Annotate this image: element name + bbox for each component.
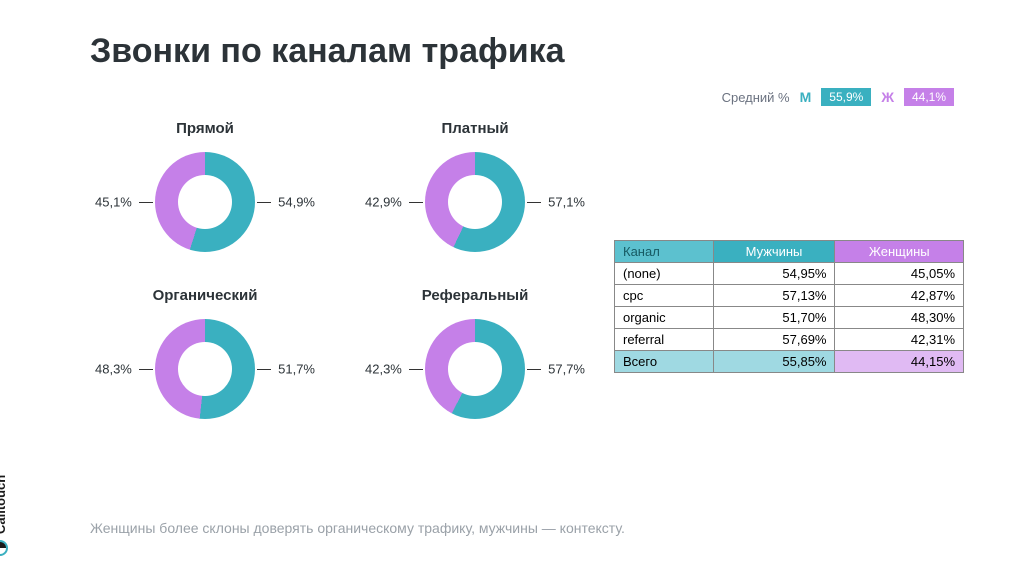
legend-female-letter: Ж <box>881 89 894 105</box>
charts-grid: Прямой 45,1% 54,9% Платный 42,9% 57,1% О… <box>80 120 600 424</box>
page-title: Звонки по каналам трафика <box>90 32 565 71</box>
brand-icon <box>0 540 8 556</box>
th-male: Мужчины <box>713 241 835 263</box>
donut <box>425 152 525 252</box>
table-header-row: Канал Мужчины Женщины <box>615 241 964 263</box>
leader-line <box>257 202 271 203</box>
cell-channel: organic <box>615 307 714 329</box>
cell-male-total: 55,85% <box>713 351 835 373</box>
brand-logo: Calltouch <box>0 475 8 556</box>
donut <box>425 319 525 419</box>
chart-title: Платный <box>441 120 508 137</box>
cell-male: 51,70% <box>713 307 835 329</box>
chart-title: Реферальный <box>422 287 529 304</box>
cell-channel: referral <box>615 329 714 351</box>
brand-text: Calltouch <box>0 475 8 534</box>
chart-title: Органический <box>153 287 258 304</box>
leader-line <box>139 369 153 370</box>
pct-male: 57,7% <box>548 362 585 377</box>
donut <box>155 152 255 252</box>
cell-channel-total: Всего <box>615 351 714 373</box>
legend-female-badge: 44,1% <box>904 88 954 106</box>
cell-female-total: 44,15% <box>835 351 964 373</box>
footnote: Женщины более склоны доверять органическ… <box>90 520 625 536</box>
cell-female: 48,30% <box>835 307 964 329</box>
pct-male: 51,7% <box>278 362 315 377</box>
leader-line <box>527 369 541 370</box>
cell-channel: cpc <box>615 285 714 307</box>
leader-line <box>257 369 271 370</box>
pct-male: 54,9% <box>278 195 315 210</box>
legend: Средний % М 55,9% Ж 44,1% <box>722 88 954 106</box>
chart-title: Прямой <box>176 120 234 137</box>
table-row: (none) 54,95% 45,05% <box>615 263 964 285</box>
cell-channel: (none) <box>615 263 714 285</box>
leader-line <box>139 202 153 203</box>
legend-male-badge: 55,9% <box>821 88 871 106</box>
donut <box>155 319 255 419</box>
pct-female: 45,1% <box>95 195 132 210</box>
donut-wrap: 42,3% 57,7% <box>365 314 585 424</box>
table-row: organic 51,70% 48,30% <box>615 307 964 329</box>
donut-wrap: 42,9% 57,1% <box>365 147 585 257</box>
pct-female: 48,3% <box>95 362 132 377</box>
pct-female: 42,3% <box>365 362 402 377</box>
th-channel: Канал <box>615 241 714 263</box>
pct-female: 42,9% <box>365 195 402 210</box>
table-row: referral 57,69% 42,31% <box>615 329 964 351</box>
cell-male: 57,69% <box>713 329 835 351</box>
cell-female: 42,31% <box>835 329 964 351</box>
pct-male: 57,1% <box>548 195 585 210</box>
leader-line <box>409 202 423 203</box>
cell-female: 42,87% <box>835 285 964 307</box>
donut-wrap: 48,3% 51,7% <box>95 314 315 424</box>
leader-line <box>527 202 541 203</box>
table-row-total: Всего 55,85% 44,15% <box>615 351 964 373</box>
legend-label: Средний % <box>722 90 790 105</box>
leader-line <box>409 369 423 370</box>
donut-chart: Платный 42,9% 57,1% <box>350 120 600 257</box>
cell-male: 57,13% <box>713 285 835 307</box>
donut-wrap: 45,1% 54,9% <box>95 147 315 257</box>
legend-male-letter: М <box>800 89 812 105</box>
cell-male: 54,95% <box>713 263 835 285</box>
data-table: Канал Мужчины Женщины (none) 54,95% 45,0… <box>614 240 964 373</box>
cell-female: 45,05% <box>835 263 964 285</box>
th-female: Женщины <box>835 241 964 263</box>
donut-chart: Прямой 45,1% 54,9% <box>80 120 330 257</box>
table-row: cpc 57,13% 42,87% <box>615 285 964 307</box>
donut-chart: Органический 48,3% 51,7% <box>80 287 330 424</box>
donut-chart: Реферальный 42,3% 57,7% <box>350 287 600 424</box>
